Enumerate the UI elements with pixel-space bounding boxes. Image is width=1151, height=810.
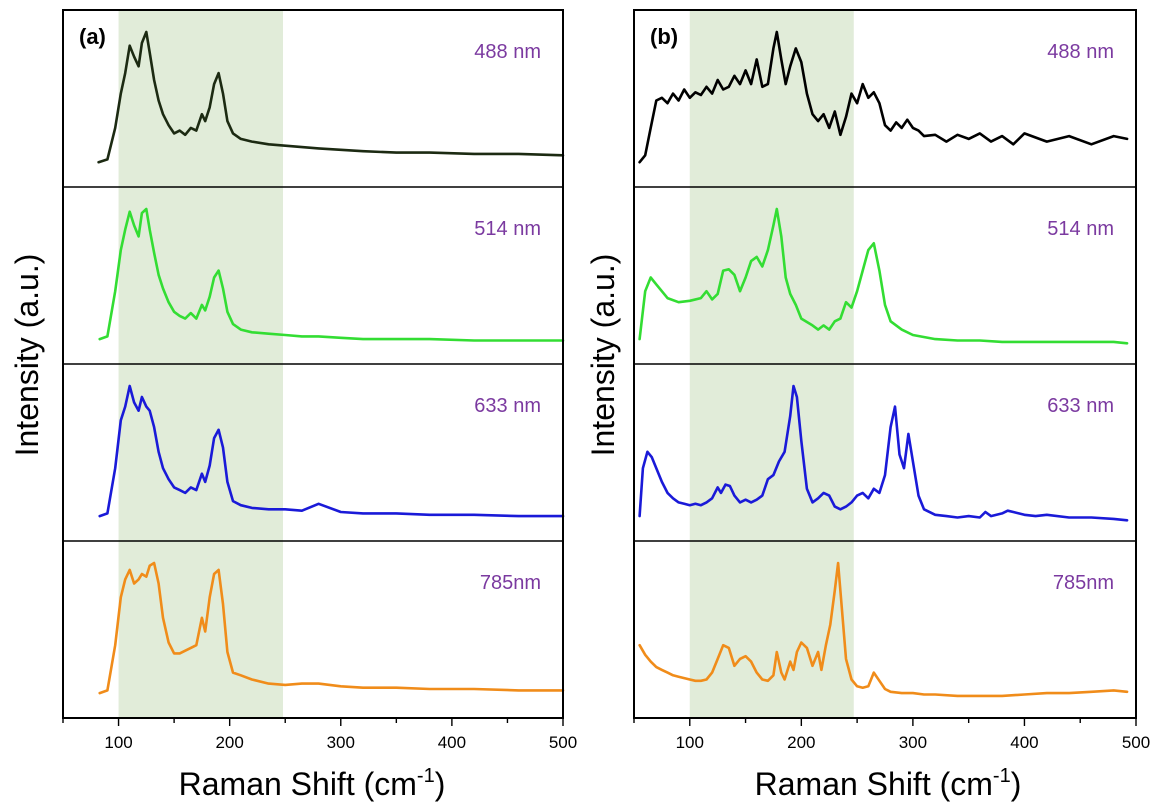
x-axis-title-a-main: Raman Shift (cm (179, 766, 417, 802)
x-axis-title-b-sup: -1 (993, 765, 1011, 787)
panel-a: 488 nm 514 nm 633 nm 785nm (a) 100 200 300 400 50… (62, 9, 577, 752)
wavelength-label-a-2: 633 nm (474, 395, 541, 417)
panel-frame-a (62, 9, 564, 719)
x-tick-label-a-500: 500 (549, 733, 577, 752)
x-tick-label-b-200: 200 (787, 733, 815, 752)
wavelength-label-b-2: 633 nm (1047, 395, 1114, 417)
x-tick-label-a-100: 100 (104, 733, 132, 752)
trace-b-785nm (638, 561, 1129, 698)
wavelength-label-b-1: 514 nm (1047, 218, 1114, 240)
x-tick-label-a-200: 200 (215, 733, 243, 752)
wavelength-label-a-3: 785nm (480, 572, 541, 594)
panel-b: 488 nm 514 nm 633 nm 785nm (b) 100 200 300 400 50… (633, 9, 1150, 752)
wavelength-label-b-3: 785nm (1053, 572, 1114, 594)
y-axis-title-a: Intensity (a.u.) (9, 254, 45, 457)
x-tick-label-a-400: 400 (438, 733, 466, 752)
x-axis-title-a: Raman Shift (cm-1) (179, 765, 446, 802)
trace-a-785nm (98, 561, 565, 695)
x-tick-label-b-500: 500 (1122, 733, 1150, 752)
wavelength-label-b-0: 488 nm (1047, 41, 1114, 63)
y-axis-title-b: Intensity (a.u.) (585, 254, 621, 457)
wavelength-label-a-1: 514 nm (474, 218, 541, 240)
x-axis-title-b-close: ) (1011, 766, 1022, 802)
trace-a-633nm (98, 384, 565, 518)
trace-b-514nm (638, 207, 1129, 345)
panel-label-a: (a) (79, 24, 106, 49)
trace-b-633nm (638, 384, 1129, 522)
wavelength-label-a-0: 488 nm (474, 41, 541, 63)
panel-label-b: (b) (650, 24, 678, 49)
x-tick-label-b-300: 300 (899, 733, 927, 752)
x-axis-title-b-main: Raman Shift (cm (755, 766, 993, 802)
x-axis-title-a-close: ) (435, 766, 446, 802)
trace-a-488nm (97, 30, 565, 164)
x-tick-label-b-100: 100 (676, 733, 704, 752)
x-axis-title-a-sup: -1 (417, 765, 435, 787)
panel-frame-b (633, 9, 1137, 719)
trace-b-488nm (638, 30, 1129, 164)
x-tick-label-b-400: 400 (1010, 733, 1038, 752)
trace-a-514nm (98, 207, 565, 342)
x-axis-title-b: Raman Shift (cm-1) (755, 765, 1022, 802)
x-tick-label-a-300: 300 (327, 733, 355, 752)
